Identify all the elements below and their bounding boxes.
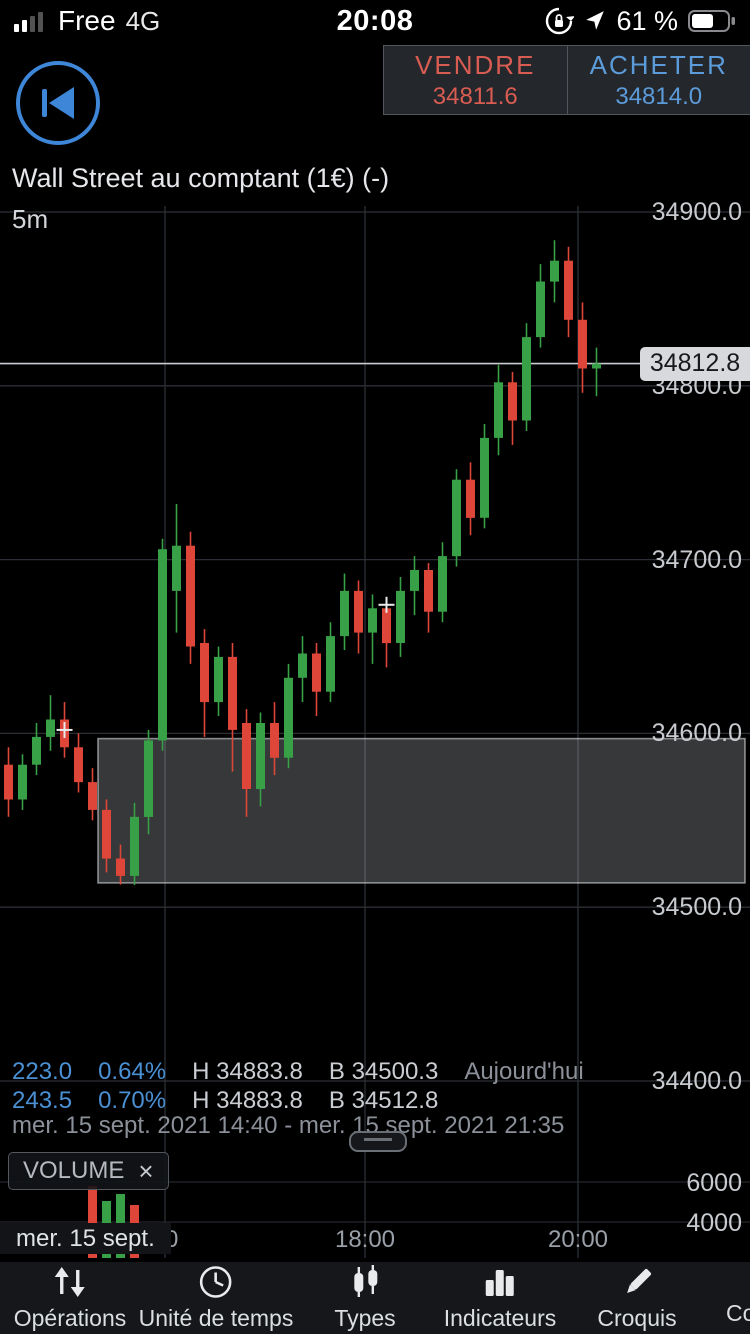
volume-axis-label: 4000: [686, 1209, 742, 1237]
price-axis-label: 34900.0: [651, 198, 742, 226]
sell-label: VENDRE: [415, 49, 536, 80]
toolbar-item-timeframe[interactable]: Unité de temps: [138, 1262, 294, 1334]
toolbar-label: Unité de temps: [138, 1305, 294, 1331]
date-axis-label: mer. 15 sept.: [0, 1223, 171, 1254]
instrument-title: Wall Street au comptant (1€) (-): [12, 163, 390, 193]
close-icon[interactable]: ×: [138, 1155, 154, 1186]
price-axis-label: 34400.0: [651, 1067, 742, 1095]
battery-percent-label: 61 %: [616, 5, 678, 36]
pencil-icon: [626, 1269, 651, 1293]
clock-icon: [200, 1266, 232, 1298]
toolbar-item-operations[interactable]: Opérations: [13, 1262, 127, 1334]
price-axis-label: 34600.0: [651, 719, 742, 748]
sell-button[interactable]: VENDRE 34811.6: [384, 46, 567, 114]
pane-resize-handle[interactable]: [349, 1131, 407, 1152]
status-bar: Free 4G 20:08 61 %: [0, 0, 750, 42]
session-change-pct: 0.64%: [98, 1058, 167, 1085]
volume-label: VOLUME: [23, 1157, 125, 1184]
buy-price: 34814.0: [615, 82, 703, 110]
session-high: H 34883.8: [192, 1058, 303, 1085]
session-period: Aujourd'hui: [464, 1058, 584, 1085]
toolbar-item-sketch[interactable]: Croquis: [597, 1262, 677, 1334]
toolbar-label: Opérations: [13, 1305, 127, 1331]
volume-indicator-chip[interactable]: VOLUME ×: [8, 1152, 169, 1190]
visible-range-dates: mer. 15 sept. 2021 14:40 - mer. 15 sept.…: [12, 1112, 565, 1139]
toolbar-item-types[interactable]: Types: [334, 1262, 396, 1334]
trade-panel: VENDRE 34811.6 ACHETER 34814.0: [383, 45, 750, 115]
session-stats-line: 223.0 0.64% H 34883.8 B 34500.3 Aujourd'…: [12, 1058, 584, 1086]
buy-label: ACHETER: [589, 49, 728, 80]
toolbar-item-co[interactable]: Co: [726, 1300, 750, 1326]
back-button[interactable]: [16, 61, 100, 145]
toolbar-label: Croquis: [597, 1305, 677, 1331]
visible-stats-line: 243.5 0.70% H 34883.8 B 34512.8: [12, 1087, 438, 1115]
bar-chart-icon: [485, 1270, 514, 1296]
timeframe-label: 5m: [12, 204, 49, 234]
session-low: B 34500.3: [328, 1058, 439, 1085]
toolbar-item-indicators[interactable]: Indicateurs: [443, 1262, 557, 1334]
candlestick-icon: [354, 1265, 377, 1297]
visible-high: H 34883.8: [192, 1087, 303, 1114]
current-price-tag: 34812.8: [640, 346, 750, 381]
clock-label: 20:08: [336, 4, 414, 37]
battery-icon: [688, 10, 735, 32]
price-axis-label: 34500.0: [651, 893, 742, 922]
carrier-label: Free: [58, 5, 116, 36]
network-type-label: 4G: [125, 5, 161, 36]
orientation-lock-icon: [546, 7, 575, 35]
buy-button[interactable]: ACHETER 34814.0: [566, 46, 750, 114]
session-change: 223.0: [12, 1058, 73, 1085]
toolbar-label: Types: [334, 1305, 396, 1331]
visible-change-pct: 0.70%: [98, 1087, 167, 1114]
volume-axis-label: 6000: [686, 1169, 742, 1197]
visible-low: B 34512.8: [328, 1087, 439, 1114]
cellular-signal-icon: [14, 12, 43, 32]
bottom-toolbar: Opérations Unité de temps Types Indicate…: [0, 1262, 750, 1334]
time-axis-label: 20:00: [547, 1226, 609, 1253]
price-axis-label: 34700.0: [651, 545, 742, 574]
operations-icon: [54, 1267, 85, 1297]
back-arrow-icon: [42, 87, 74, 119]
sell-price: 34811.6: [432, 82, 518, 110]
visible-change: 243.5: [12, 1087, 73, 1114]
time-axis-label: 18:00: [334, 1226, 396, 1253]
location-arrow-icon: [586, 11, 605, 30]
toolbar-label: Indicateurs: [443, 1305, 557, 1331]
